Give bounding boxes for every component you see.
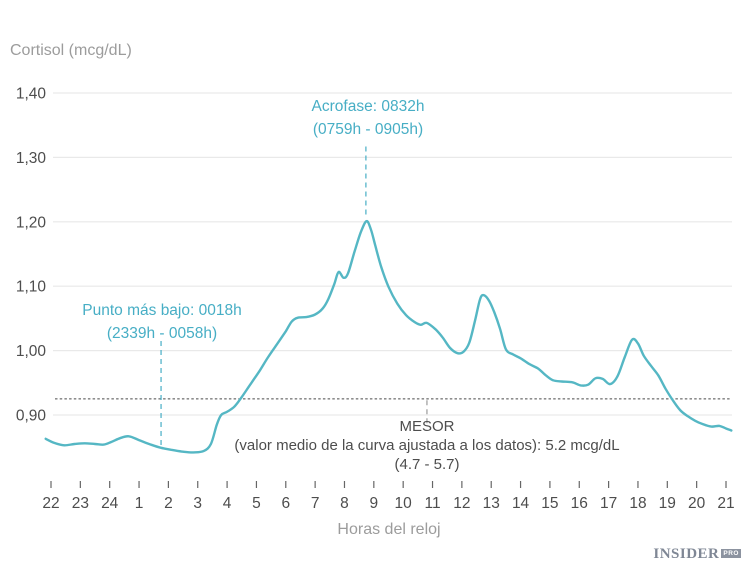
mesor-value-label: (valor medio de la curva ajustada a los … [234, 437, 620, 454]
x-tick-label: 1 [135, 495, 144, 512]
y-tick-label: 1,40 [16, 86, 47, 103]
x-tick-label: 19 [659, 495, 676, 512]
x-tick-label: 11 [424, 495, 440, 512]
x-tick-label: 14 [512, 495, 530, 512]
cortisol-curve [44, 219, 733, 454]
y-tick-label: 1,10 [16, 279, 47, 296]
x-tick-label: 21 [717, 495, 734, 512]
x-tick-label: 23 [72, 495, 89, 512]
x-axis-title: Horas del reloj [337, 521, 441, 538]
x-tick-label: 20 [688, 495, 706, 512]
x-tick-label: 8 [340, 495, 349, 512]
logo-wordmark: INSIDER [653, 546, 720, 562]
nadir-time-label: Punto más bajo: 0018h [82, 302, 242, 319]
x-tick-label: 4 [223, 495, 232, 512]
mesor-annotation: MESOR (valor medio de la curva ajustada … [234, 417, 619, 474]
x-tick-label: 17 [600, 495, 617, 512]
y-tick-label: 1,20 [16, 214, 47, 231]
acrophase-range-label: (0759h - 0905h) [312, 121, 424, 138]
y-tick-label: 1,00 [16, 343, 47, 360]
x-tick-label: 22 [42, 495, 59, 512]
acrophase-annotation: Acrofase: 0832h (0759h - 0905h) [312, 95, 425, 141]
x-tick-label: 24 [101, 495, 119, 512]
y-tick-label: 0,90 [16, 408, 47, 425]
mesor-range-label: (4.7 - 5.7) [394, 456, 460, 473]
nadir-annotation: Punto más bajo: 0018h (2339h - 0058h) [82, 299, 241, 345]
x-tick-label: 6 [281, 495, 290, 512]
y-tick-label: 1,30 [16, 150, 47, 167]
x-tick-label: 5 [252, 495, 261, 512]
acrophase-time-label: Acrofase: 0832h [311, 98, 425, 115]
x-tick-label: 12 [453, 495, 470, 512]
x-tick-label: 16 [571, 495, 588, 512]
x-tick-label: 10 [395, 495, 413, 512]
logo-pro-badge: PRO [721, 549, 741, 558]
x-tick-label: 3 [193, 495, 202, 512]
x-tick-label: 18 [629, 495, 646, 512]
x-tick-label: 15 [541, 495, 558, 512]
mesor-title-label: MESOR [399, 418, 455, 435]
x-tick-label: 13 [483, 495, 500, 512]
nadir-range-label: (2339h - 0058h) [106, 325, 218, 342]
insider-pro-logo: INSIDER PRO [653, 546, 741, 563]
x-tick-label: 9 [370, 495, 379, 512]
x-tick-label: 2 [164, 495, 173, 512]
x-tick-label: 7 [311, 495, 320, 512]
y-axis-title: Cortisol (mcg/dL) [10, 42, 132, 59]
